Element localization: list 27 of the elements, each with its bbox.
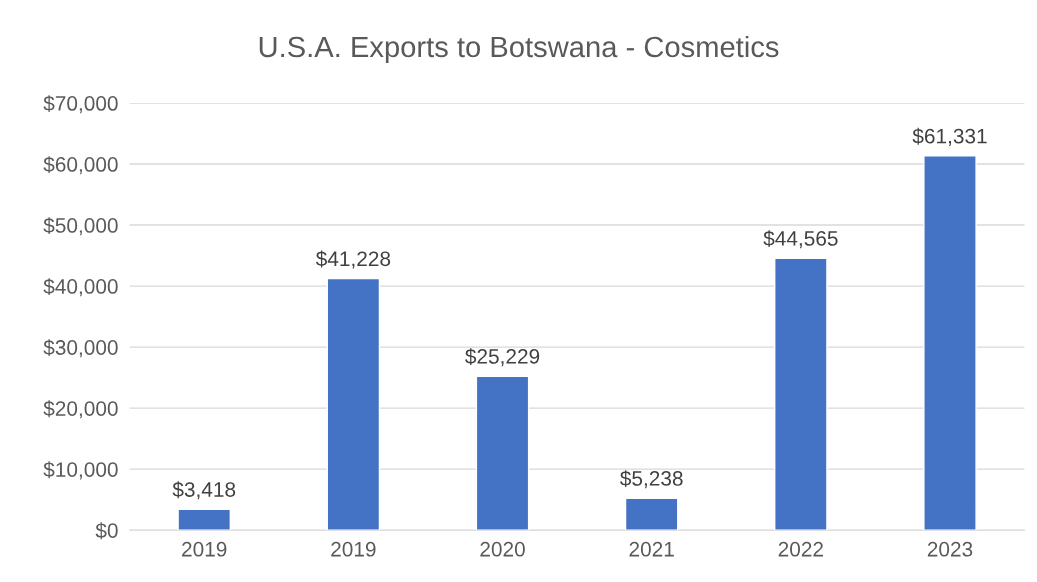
y-tick-label: $0 xyxy=(95,522,118,540)
x-tick-label: 2023 xyxy=(927,541,973,557)
x-tick-label: 2019 xyxy=(331,541,376,557)
data-label: $61,331 xyxy=(912,127,987,146)
x-tick-label: 2021 xyxy=(629,541,674,557)
y-tick-label: $60,000 xyxy=(43,156,118,175)
data-label: $41,228 xyxy=(315,250,391,269)
bar xyxy=(475,375,530,531)
data-label: $44,565 xyxy=(763,230,838,249)
bar xyxy=(624,497,679,531)
data-label: $25,229 xyxy=(465,348,540,367)
bar xyxy=(177,508,231,531)
x-tick-label: 2019 xyxy=(182,541,227,557)
data-label: $5,238 xyxy=(620,470,683,489)
bar xyxy=(326,277,381,531)
y-tick-label: $70,000 xyxy=(43,95,118,114)
bar xyxy=(774,257,828,531)
y-tick-label: $50,000 xyxy=(43,217,118,236)
y-tick-label: $10,000 xyxy=(43,461,118,480)
y-tick-label: $40,000 xyxy=(43,278,118,297)
bar xyxy=(923,155,977,531)
y-tick-label: $20,000 xyxy=(43,400,118,419)
chart-title: U.S.A. Exports to Botswana - Cosmetics xyxy=(259,35,779,64)
data-label: $3,418 xyxy=(172,481,236,500)
y-tick-label: $30,000 xyxy=(43,339,118,358)
x-tick-label: 2022 xyxy=(778,541,823,557)
x-tick-label: 2020 xyxy=(480,541,525,557)
